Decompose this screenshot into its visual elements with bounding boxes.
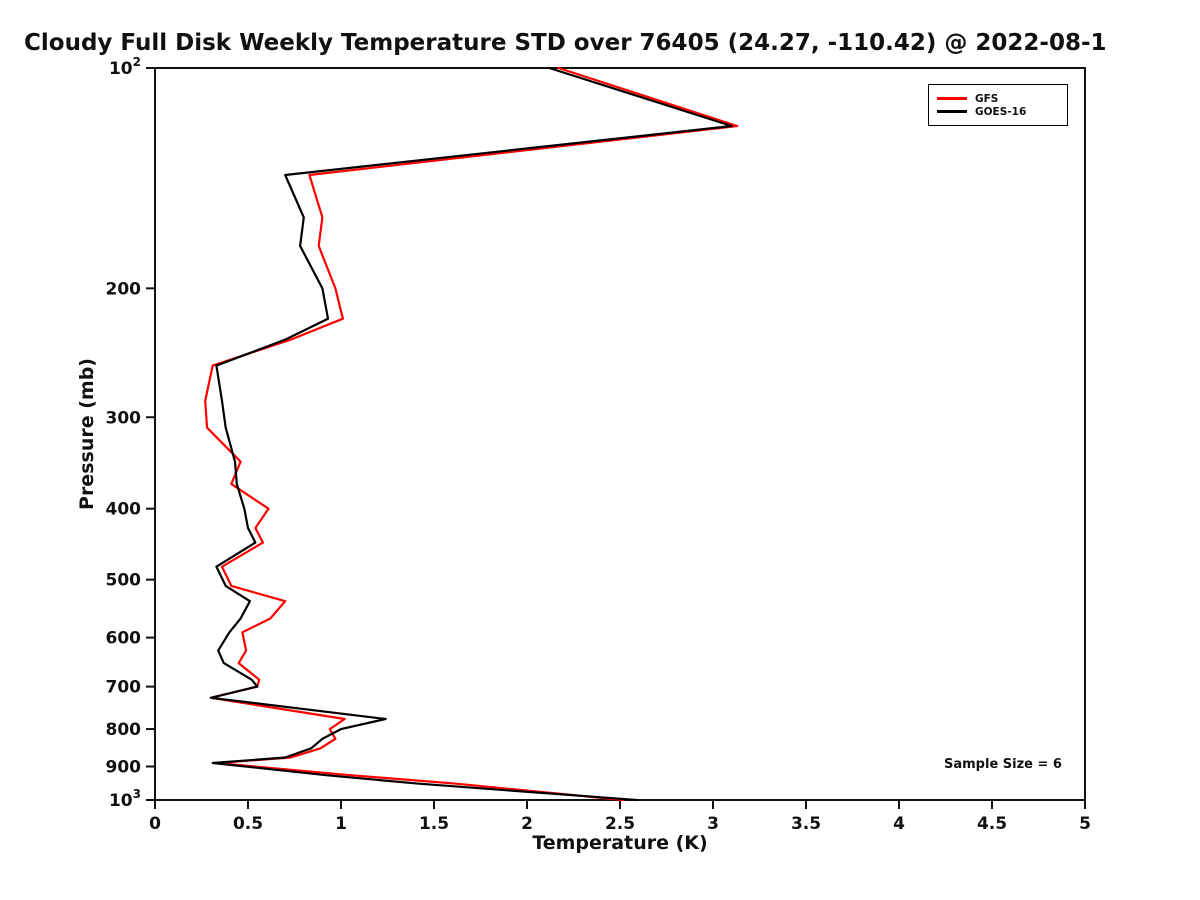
x-tick-label: 2.5 bbox=[605, 814, 635, 834]
x-tick-label: 3.5 bbox=[791, 814, 821, 834]
y-tick-label: 700 bbox=[106, 678, 142, 698]
x-tick-label: 4.5 bbox=[977, 814, 1007, 834]
y-tick-label: 400 bbox=[106, 500, 142, 520]
y-tick-label: 500 bbox=[106, 571, 142, 591]
legend-label-goes16: GOES-16 bbox=[975, 105, 1027, 118]
legend-entry-goes16: GOES-16 bbox=[937, 105, 1059, 118]
legend-line-goes16-icon bbox=[937, 110, 967, 113]
x-tick-label: 5 bbox=[1079, 814, 1091, 834]
y-tick-label: 300 bbox=[106, 408, 142, 428]
chart-title: Cloudy Full Disk Weekly Temperature STD … bbox=[24, 30, 1107, 56]
series-line-gfs bbox=[204, 66, 739, 802]
y-tick-label: 103 bbox=[109, 787, 141, 811]
y-tick-label: 900 bbox=[106, 758, 142, 778]
x-tick-label: 2 bbox=[521, 814, 533, 834]
x-tick-label: 4 bbox=[893, 814, 905, 834]
sample-size-annotation: Sample Size = 6 bbox=[944, 757, 1062, 772]
legend-label-gfs: GFS bbox=[975, 92, 999, 105]
y-axis-label: Pressure (mb) bbox=[76, 358, 98, 510]
y-tick-label: 200 bbox=[106, 279, 142, 299]
x-tick-label: 3 bbox=[707, 814, 719, 834]
axis-box bbox=[154, 67, 1086, 801]
legend-entry-gfs: GFS bbox=[937, 92, 1059, 105]
x-tick-label: 0 bbox=[149, 814, 161, 834]
legend-line-gfs-icon bbox=[937, 97, 967, 100]
y-tick-label: 102 bbox=[109, 55, 141, 79]
legend: GFS GOES-16 bbox=[928, 84, 1068, 126]
y-tick-label: 600 bbox=[106, 629, 142, 649]
x-tick-label: 1.5 bbox=[419, 814, 449, 834]
x-tick-label: 1 bbox=[335, 814, 347, 834]
series-line-goes-16 bbox=[209, 66, 733, 802]
x-tick-label: 0.5 bbox=[233, 814, 263, 834]
x-axis-label: Temperature (K) bbox=[532, 832, 708, 854]
y-tick-label: 800 bbox=[106, 720, 142, 740]
